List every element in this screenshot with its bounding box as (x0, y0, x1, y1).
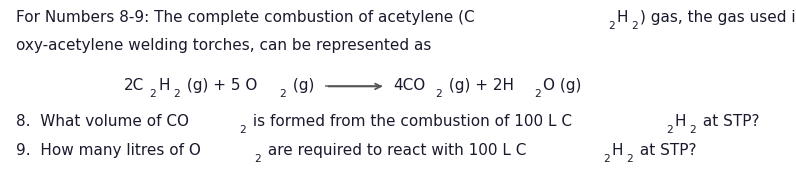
Text: (g): (g) (287, 78, 314, 93)
Text: 2: 2 (534, 89, 540, 99)
Text: 2: 2 (239, 125, 246, 135)
Text: at STP?: at STP? (635, 143, 696, 158)
Text: H: H (158, 78, 170, 93)
Text: H: H (675, 114, 686, 129)
Text: For Numbers 8-9: The complete combustion of acetylene (C: For Numbers 8-9: The complete combustion… (16, 10, 474, 25)
Text: O (g): O (g) (543, 78, 581, 93)
Text: H: H (612, 143, 623, 158)
Text: 2: 2 (255, 154, 261, 164)
Text: 2: 2 (666, 125, 673, 135)
Text: 2: 2 (435, 89, 442, 99)
Text: (g) + 5 O: (g) + 5 O (181, 78, 257, 93)
Text: 2: 2 (607, 21, 615, 31)
Text: are required to react with 100 L C: are required to react with 100 L C (263, 143, 526, 158)
Text: (g) + 2H: (g) + 2H (443, 78, 513, 93)
Text: 2: 2 (173, 89, 180, 99)
Text: H: H (616, 10, 628, 25)
Text: 2C: 2C (123, 78, 143, 93)
Text: 2: 2 (689, 125, 696, 135)
Text: 4CO: 4CO (393, 78, 426, 93)
Text: 2: 2 (626, 154, 634, 164)
Text: 2: 2 (631, 21, 638, 31)
Text: at STP?: at STP? (698, 114, 759, 129)
Text: 8.  What volume of CO: 8. What volume of CO (16, 114, 189, 129)
Text: 2: 2 (279, 89, 286, 99)
Text: 2: 2 (150, 89, 156, 99)
Text: ) gas, the gas used in: ) gas, the gas used in (640, 10, 796, 25)
Text: is formed from the combustion of 100 L C: is formed from the combustion of 100 L C (248, 114, 572, 129)
Text: oxy-acetylene welding torches, can be represented as: oxy-acetylene welding torches, can be re… (16, 38, 431, 53)
Text: 2: 2 (603, 154, 610, 164)
Text: 9.  How many litres of O: 9. How many litres of O (16, 143, 201, 158)
